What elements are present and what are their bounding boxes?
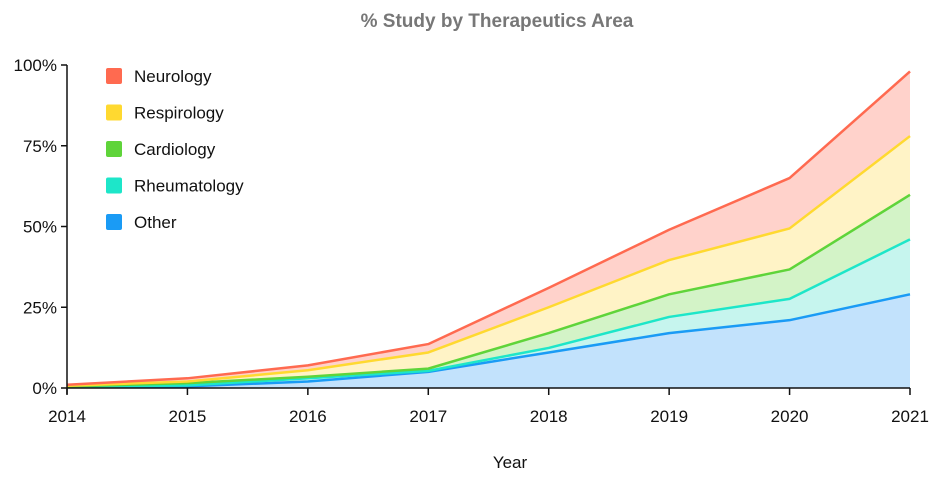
- legend-swatch: [106, 177, 122, 194]
- area-neurology: [67, 71, 910, 386]
- area-cardiology: [67, 194, 910, 387]
- area-other: [67, 294, 910, 388]
- legend-label: Respirology: [134, 104, 224, 123]
- line-rheumatology: [66, 238, 911, 388]
- legend-item-other[interactable]: Other: [106, 213, 177, 232]
- line-other: [66, 293, 911, 389]
- x-tick-label: 2017: [409, 407, 447, 426]
- legend-swatch: [106, 104, 122, 121]
- legend-swatch: [106, 68, 122, 84]
- x-tick-label: 2019: [650, 407, 688, 426]
- x-tick-label: 2018: [530, 407, 568, 426]
- legend-swatch: [106, 141, 122, 157]
- x-tick-label: 2016: [289, 407, 327, 426]
- x-tick-label: 2021: [891, 407, 929, 426]
- x-axis-label: Year: [493, 453, 528, 472]
- x-tick-label: 2015: [169, 407, 207, 426]
- chart-title: % Study by Therapeutics Area: [361, 11, 634, 32]
- line-cardiology: [66, 193, 911, 388]
- area-respirology: [67, 136, 910, 387]
- legend-item-rheumatology[interactable]: Rheumatology: [106, 177, 244, 196]
- x-tick-label: 2020: [771, 407, 809, 426]
- area-rheumatology: [67, 239, 910, 388]
- legend-item-respirology[interactable]: Respirology: [106, 104, 224, 123]
- x-tick-label: 2014: [48, 407, 86, 426]
- legend-item-cardiology[interactable]: Cardiology: [106, 140, 216, 159]
- legend-item-neurology[interactable]: Neurology: [106, 67, 212, 86]
- y-tick-label: 50%: [23, 218, 57, 237]
- y-tick-label: 0%: [32, 379, 57, 398]
- y-tick-label: 100%: [14, 56, 57, 75]
- line-respirology: [66, 135, 911, 387]
- legend-label: Rheumatology: [134, 177, 244, 196]
- line-neurology: [66, 70, 911, 387]
- legend-label: Cardiology: [134, 140, 216, 159]
- y-tick-label: 75%: [23, 137, 57, 156]
- y-tick-label: 25%: [23, 298, 57, 317]
- legend-swatch: [106, 214, 122, 230]
- legend-label: Other: [134, 213, 177, 232]
- legend-label: Neurology: [134, 67, 212, 86]
